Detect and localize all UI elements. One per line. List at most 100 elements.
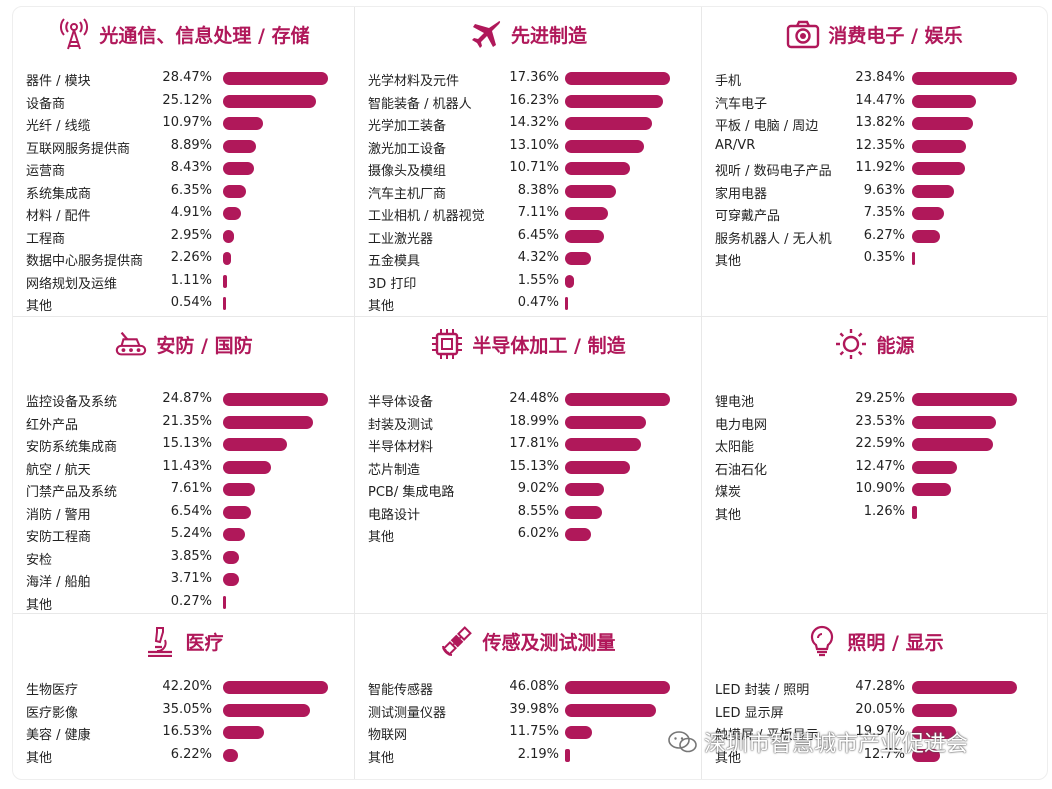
watermark: 深圳市智慧城市产业促进会 <box>668 726 968 758</box>
value-label: 5.24% <box>170 526 212 541</box>
bar <box>912 72 1017 85</box>
bar-row: 红外产品 21.35% <box>13 412 354 434</box>
bar-row: 其他 12.7% <box>702 745 1047 767</box>
value-label: 19.97% <box>855 724 905 739</box>
bar-row: 其他 0.35% <box>702 248 1047 270</box>
bar <box>565 229 604 243</box>
value-label: 6.54% <box>170 503 212 519</box>
category-label: 五金模具 <box>368 254 421 269</box>
bar <box>912 438 994 451</box>
value-label: 17.36% <box>509 70 559 85</box>
value-label: 10.97% <box>162 115 212 130</box>
value-label: 9.63% <box>863 182 905 198</box>
bar-row: 航空 / 航天 11.43% <box>13 457 354 479</box>
panel-4: 安防 / 国防 监控设备及系统 24.87% 红外产品 21.35% 安防系统集成商 15.… <box>13 317 355 614</box>
bar-row: 智能装备 / 机器人 16.23% <box>355 91 701 113</box>
bar-row: 摄像头及模组 10.71% <box>355 158 701 180</box>
value-label: 6.22% <box>170 746 212 762</box>
bar <box>223 703 311 717</box>
value-label: 7.11% <box>517 205 559 220</box>
bar-row: 锂电池 29.25% <box>702 389 1047 411</box>
value-label: 28.47% <box>162 70 212 85</box>
bar <box>912 207 945 220</box>
bar-row: 设备商 25.12% <box>13 91 354 113</box>
panel-title-text: 医疗 <box>185 631 224 654</box>
value-label: 6.27% <box>863 227 905 243</box>
value-label: 0.47% <box>517 295 559 310</box>
panel-title: 先进制造 <box>355 7 701 61</box>
bar-row: 安防系统集成商 15.13% <box>13 434 354 456</box>
bar-row: 其他 6.02% <box>355 524 701 546</box>
bar <box>565 528 591 541</box>
value-label: 11.75% <box>509 724 559 739</box>
category-label: 手机 <box>715 74 742 89</box>
value-label: 11.43% <box>162 458 212 474</box>
value-label: 16.23% <box>509 92 559 108</box>
bar <box>565 72 670 85</box>
value-label: 10.71% <box>509 160 559 175</box>
value-label: 0.54% <box>170 295 212 310</box>
bar <box>565 748 570 762</box>
bar <box>565 117 652 130</box>
bar-row: 芯片制造 15.13% <box>355 457 701 479</box>
category-label: 生物医疗 <box>26 683 79 698</box>
value-label: 2.95% <box>170 227 212 243</box>
category-label: 石油石化 <box>715 462 768 478</box>
bar <box>912 415 997 429</box>
bar-row: 半导体材料 17.81% <box>355 434 701 456</box>
bar <box>223 72 328 85</box>
category-label: 运营商 <box>26 164 66 179</box>
category-label: 其他 <box>26 299 53 314</box>
airplane-icon <box>469 17 503 51</box>
category-label: 可穿戴产品 <box>715 209 781 224</box>
category-label: LED 封装 / 照明 <box>715 683 810 698</box>
value-label: 21.35% <box>162 413 212 429</box>
bar-row: 安检 3.85% <box>13 547 354 569</box>
bar <box>565 274 575 288</box>
bar <box>223 274 228 288</box>
bar-row: 安防工程商 5.24% <box>13 524 354 546</box>
bar <box>223 460 272 474</box>
bar-row: 视听 / 数码电子产品 11.92% <box>702 158 1047 180</box>
category-label: 半导体设备 <box>368 395 434 410</box>
bar <box>565 726 592 739</box>
bar-row: 监控设备及系统 24.87% <box>13 389 354 411</box>
bar <box>223 297 226 310</box>
value-label: 1.11% <box>170 272 212 288</box>
bar-row: 半导体设备 24.48% <box>355 389 701 411</box>
value-label: 20.05% <box>855 701 905 717</box>
bar-row: 封装及测试 18.99% <box>355 412 701 434</box>
category-label: 物联网 <box>368 728 408 743</box>
value-label: 25.12% <box>162 92 212 108</box>
bar <box>912 681 1017 694</box>
category-label: 太阳能 <box>715 440 755 455</box>
bar <box>223 528 246 541</box>
value-label: 6.45% <box>517 227 559 243</box>
category-label: 门禁产品及系统 <box>26 485 118 500</box>
value-label: 0.35% <box>863 250 905 265</box>
value-label: 10.90% <box>855 481 905 496</box>
panel-3: 消费电子 / 娱乐 手机 23.84% 汽车电子 14.47% 平板 / 电脑 / 周边 1… <box>702 7 1047 317</box>
lightbulb-icon <box>805 624 839 658</box>
value-label: 4.32% <box>517 250 559 265</box>
category-label: 数据中心服务提供商 <box>26 254 144 269</box>
value-label: 23.53% <box>855 413 905 429</box>
category-label: 网络规划及运维 <box>26 276 118 292</box>
tank-icon <box>114 327 148 361</box>
category-label: 材料 / 配件 <box>26 209 91 224</box>
bar <box>223 229 234 243</box>
category-label: 安检 <box>26 552 53 568</box>
bar <box>912 229 940 243</box>
category-label: 汽车主机厂商 <box>368 186 447 202</box>
bar-row: 家用电器 9.63% <box>702 181 1047 203</box>
panel-title-text: 能源 <box>876 334 915 357</box>
value-label: 1.55% <box>517 272 559 288</box>
bar-row: 3D 打印 1.55% <box>355 271 701 293</box>
category-label: 家用电器 <box>715 186 768 202</box>
bar-row: 运营商 8.43% <box>13 158 354 180</box>
panel-6: 能源 锂电池 29.25% 电力电网 23.53% 太阳能 22.59% 石油石化 12.47%… <box>702 317 1047 614</box>
category-label: LED 显示屏 <box>715 705 784 721</box>
bar-row: 其他 0.47% <box>355 293 701 315</box>
watermark-text: 深圳市智慧城市产业促进会 <box>704 732 969 757</box>
category-label: 视听 / 数码电子产品 <box>715 164 832 179</box>
